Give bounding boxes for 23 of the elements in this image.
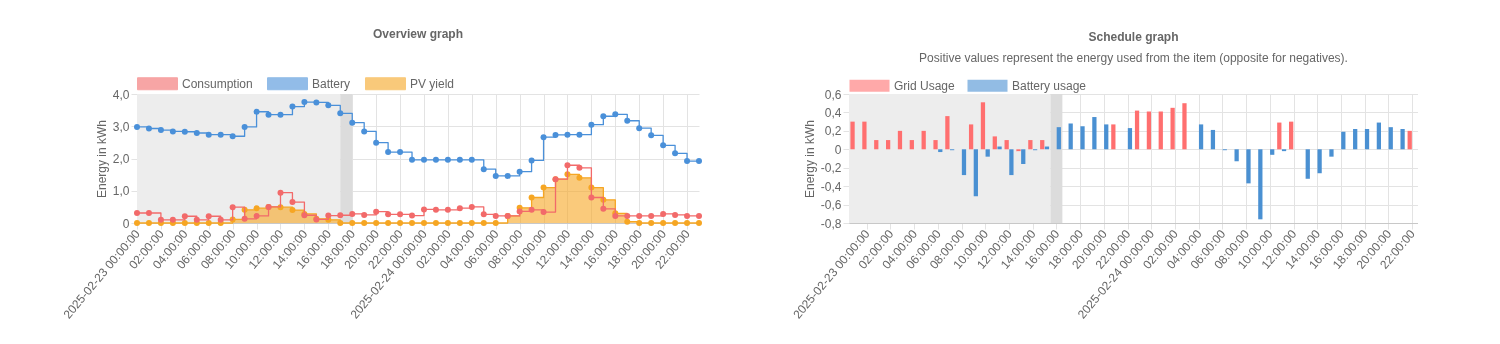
y-tick-label: -0,2 — [820, 161, 842, 176]
legend-label: Consumption — [182, 76, 253, 91]
legend-label: PV yield — [410, 76, 455, 91]
y-tick-label: 4,0 — [112, 87, 130, 102]
y-tick-label: 0,6 — [824, 87, 842, 102]
y-tick-label: 3,0 — [112, 119, 130, 134]
y-tick-label: -0,8 — [820, 216, 842, 231]
y-axis-title: Energy in kWh — [802, 119, 817, 199]
y-tick-label: 2,0 — [112, 152, 130, 166]
chart-title: Schedule graph — [1088, 30, 1179, 44]
legend-label: Battery — [312, 76, 351, 91]
y-tick-label: -0,4 — [820, 179, 842, 194]
y-tick-label: 0,4 — [824, 105, 842, 120]
chart-title: Overview graph — [372, 27, 464, 41]
y-axis-title: Energy in kWh — [94, 119, 109, 199]
legend-label: Grid Usage — [894, 78, 956, 93]
y-tick-label: 1,0 — [112, 184, 130, 199]
y-tick-label: 0 — [834, 142, 842, 157]
y-tick-label: 0 — [122, 216, 130, 231]
y-tick-label: -0,6 — [820, 198, 842, 213]
legend-label: Battery usage — [1012, 78, 1087, 93]
y-tick-label: 0,2 — [824, 124, 842, 139]
chart-subtitle: Positive values represent the energy used from the item (opposite for negatives). — [919, 51, 1348, 65]
